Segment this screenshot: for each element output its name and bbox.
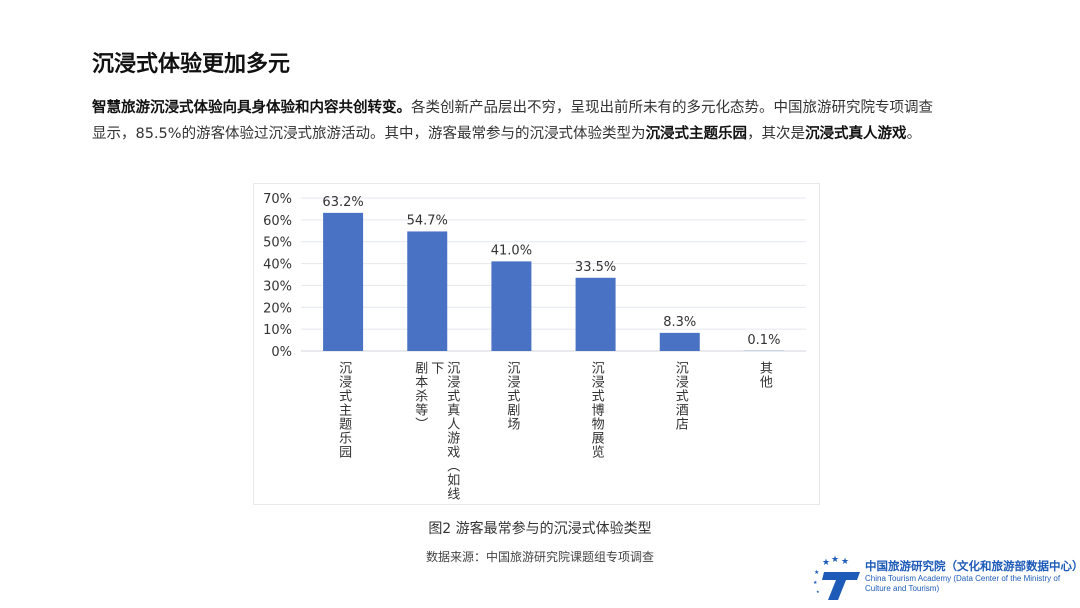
text: ，其次是 [747, 126, 806, 142]
bar [659, 332, 700, 351]
page-title: 沉浸式体验更加多元 [92, 52, 291, 77]
y-tick-label: 40% [263, 258, 292, 273]
bold-text: 沉浸式真人游戏 [805, 126, 907, 142]
y-tick-label: 50% [263, 236, 292, 251]
data-label: 41.0% [491, 243, 532, 258]
x-tick-label: 沉浸式真人游戏（如线下 剧本杀等） [412, 361, 460, 501]
data-label: 63.2% [322, 195, 363, 210]
data-label: 33.5% [575, 260, 616, 275]
chart-svg: 0% 10% 20% 30% 40% 50% 60% 70% 63.2% 54.7% 41.0% 33… [263, 192, 806, 360]
text: 。 [906, 126, 922, 142]
x-tick-label: 其他 [756, 361, 772, 389]
logo-name-cn: 中国旅游研究院（文化和旅游部数据中心） [865, 559, 1080, 573]
y-tick-label: 20% [263, 301, 292, 316]
x-tick-label: 沉浸式博物展览 [588, 361, 604, 459]
bar [491, 261, 532, 351]
y-tick-label: 0% [271, 345, 292, 360]
bar-chart: 0% 10% 20% 30% 40% 50% 60% 70% 63.2% 54.7% 41.0% 33… [253, 183, 820, 505]
bold-text: 沉浸式主题乐园 [645, 126, 748, 142]
bar [575, 277, 616, 351]
data-label: 54.7% [407, 213, 448, 228]
y-tick-label: 60% [263, 214, 292, 229]
logo: ★ ★ ★ ★ ★ ★ 中国旅游研究院（文化和旅游部数据中心） China Tourism… [810, 552, 1080, 608]
data-source: 数据来源：中国旅游研究院课题组专项调查 [425, 550, 654, 564]
svg-text:★: ★ [816, 589, 820, 594]
logo-name-en: China Tourism Academy (Data Center of th… [865, 574, 1061, 593]
bold-text: 智慧旅游沉浸式体验向具身体验和内容共创转变。 [92, 100, 411, 116]
bar [323, 212, 364, 351]
logo-emblem-icon: ★ ★ ★★★★ [813, 555, 860, 600]
x-tick-label: 沉浸式主题乐园 [336, 361, 352, 459]
y-tick-label: 30% [263, 279, 292, 294]
bar [407, 231, 448, 351]
intro-paragraph: 智慧旅游沉浸式体验向具身体验和内容共创转变。各类创新产品层出不穷，呈现出前所未有… [92, 95, 942, 147]
svg-text:★: ★ [831, 555, 839, 565]
data-label: 8.3% [663, 315, 696, 330]
data-label: 0.1% [747, 333, 780, 348]
svg-text:★: ★ [813, 580, 818, 586]
svg-text:★: ★ [841, 557, 849, 567]
svg-text:★: ★ [814, 569, 819, 576]
text: 各类创新产品层出不穷，呈现出前所未有的多元化态势。中国旅游研究院专项调查显示，8… [92, 100, 933, 142]
y-tick-label: 70% [263, 192, 292, 207]
figure-caption: 图2 游客最常参与的沉浸式体验类型 [428, 521, 652, 537]
svg-text:★: ★ [822, 558, 830, 568]
y-tick-label: 10% [263, 323, 292, 338]
x-tick-label: 沉浸式剧场 [504, 361, 520, 431]
x-tick-label: 沉浸式酒店 [672, 361, 688, 431]
